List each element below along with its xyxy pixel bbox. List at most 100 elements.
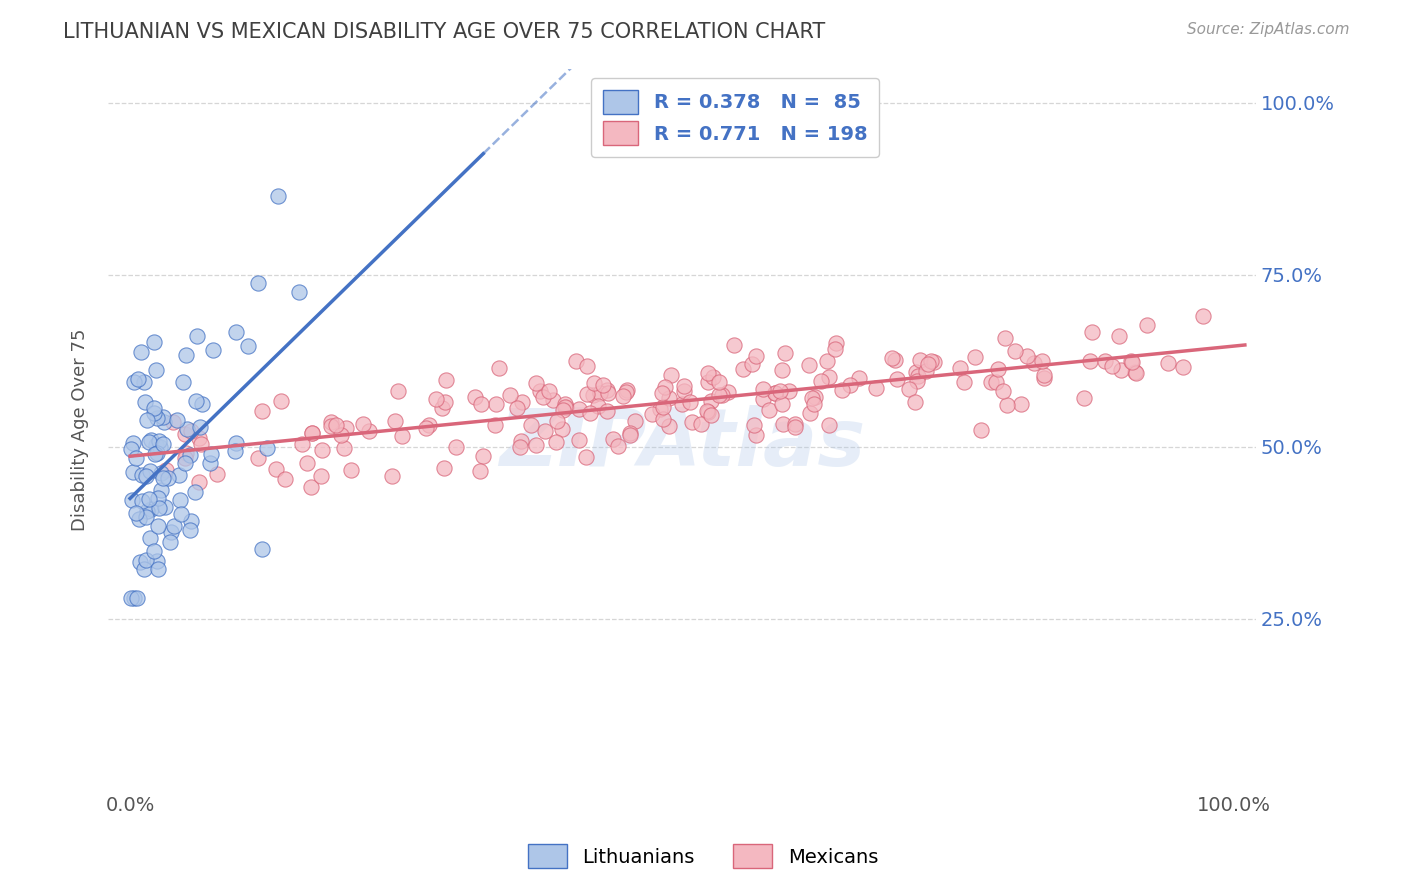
Point xyxy=(122,436,145,450)
Legend: R = 0.378   N =  85, R = 0.771   N = 198: R = 0.378 N = 85, R = 0.771 N = 198 xyxy=(592,78,879,157)
Point xyxy=(1004,343,1026,358)
Point xyxy=(681,415,703,429)
Point xyxy=(541,392,564,407)
Point xyxy=(612,388,634,402)
Point xyxy=(129,344,152,359)
Point xyxy=(619,427,641,442)
Point xyxy=(583,376,606,390)
Point xyxy=(763,385,786,400)
Point xyxy=(763,386,786,401)
Text: Source: ZipAtlas.com: Source: ZipAtlas.com xyxy=(1187,22,1350,37)
Point xyxy=(267,188,290,202)
Point xyxy=(709,375,731,389)
Point xyxy=(325,418,347,433)
Point xyxy=(1119,354,1142,368)
Point xyxy=(149,441,172,455)
Point xyxy=(225,435,247,450)
Point xyxy=(815,354,838,368)
Point xyxy=(155,463,177,477)
Point xyxy=(752,383,775,397)
Point xyxy=(132,375,155,389)
Point xyxy=(702,369,724,384)
Point xyxy=(274,472,297,486)
Point xyxy=(651,386,673,401)
Point xyxy=(797,358,820,372)
Point xyxy=(152,410,174,425)
Point xyxy=(188,431,211,445)
Point xyxy=(529,384,551,398)
Point xyxy=(658,392,681,406)
Point xyxy=(129,555,152,569)
Point xyxy=(1109,363,1132,377)
Point xyxy=(898,382,921,396)
Point xyxy=(773,345,796,359)
Point xyxy=(742,418,765,433)
Text: LITHUANIAN VS MEXICAN DISABILITY AGE OVER 75 CORRELATION CHART: LITHUANIAN VS MEXICAN DISABILITY AGE OVE… xyxy=(63,22,825,42)
Point xyxy=(848,371,870,385)
Point xyxy=(619,426,641,441)
Point xyxy=(908,352,931,367)
Point xyxy=(134,562,156,576)
Point xyxy=(224,444,246,458)
Point xyxy=(464,390,486,404)
Point xyxy=(752,392,775,406)
Point xyxy=(1073,391,1095,405)
Point xyxy=(672,379,695,393)
Point xyxy=(488,361,510,376)
Point xyxy=(163,519,186,533)
Point xyxy=(299,480,322,494)
Point xyxy=(329,428,352,442)
Point xyxy=(425,392,447,407)
Point xyxy=(538,384,561,398)
Point xyxy=(149,466,172,480)
Point xyxy=(145,554,167,568)
Point xyxy=(484,417,506,432)
Point xyxy=(700,408,723,422)
Point xyxy=(183,484,205,499)
Point xyxy=(180,424,202,438)
Point xyxy=(589,385,612,400)
Point xyxy=(924,355,946,369)
Point xyxy=(418,417,440,432)
Point xyxy=(509,434,531,448)
Point xyxy=(173,451,195,466)
Point xyxy=(170,508,193,522)
Point xyxy=(159,524,181,539)
Point xyxy=(352,417,374,431)
Point xyxy=(723,338,745,352)
Point xyxy=(509,440,531,454)
Point xyxy=(579,406,602,420)
Point xyxy=(520,417,543,432)
Point xyxy=(883,353,905,368)
Point xyxy=(731,362,754,376)
Point xyxy=(246,450,269,465)
Point xyxy=(779,384,801,399)
Point xyxy=(381,468,404,483)
Point xyxy=(800,391,823,405)
Point xyxy=(152,436,174,450)
Point xyxy=(238,339,260,353)
Point xyxy=(433,461,456,475)
Point xyxy=(949,360,972,375)
Point xyxy=(592,378,614,392)
Point xyxy=(311,469,333,483)
Point xyxy=(149,483,172,498)
Point xyxy=(831,383,853,397)
Point xyxy=(991,384,1014,398)
Point xyxy=(641,407,664,421)
Point xyxy=(145,363,167,377)
Point xyxy=(339,463,361,477)
Point xyxy=(187,475,209,489)
Point xyxy=(146,491,169,506)
Point xyxy=(551,403,574,417)
Point xyxy=(769,384,792,399)
Point xyxy=(1033,368,1056,382)
Point xyxy=(697,366,720,380)
Point xyxy=(434,395,457,409)
Point xyxy=(652,400,675,414)
Point xyxy=(554,397,576,411)
Point xyxy=(131,493,153,508)
Point xyxy=(568,433,591,447)
Point xyxy=(179,449,201,463)
Point xyxy=(803,396,825,410)
